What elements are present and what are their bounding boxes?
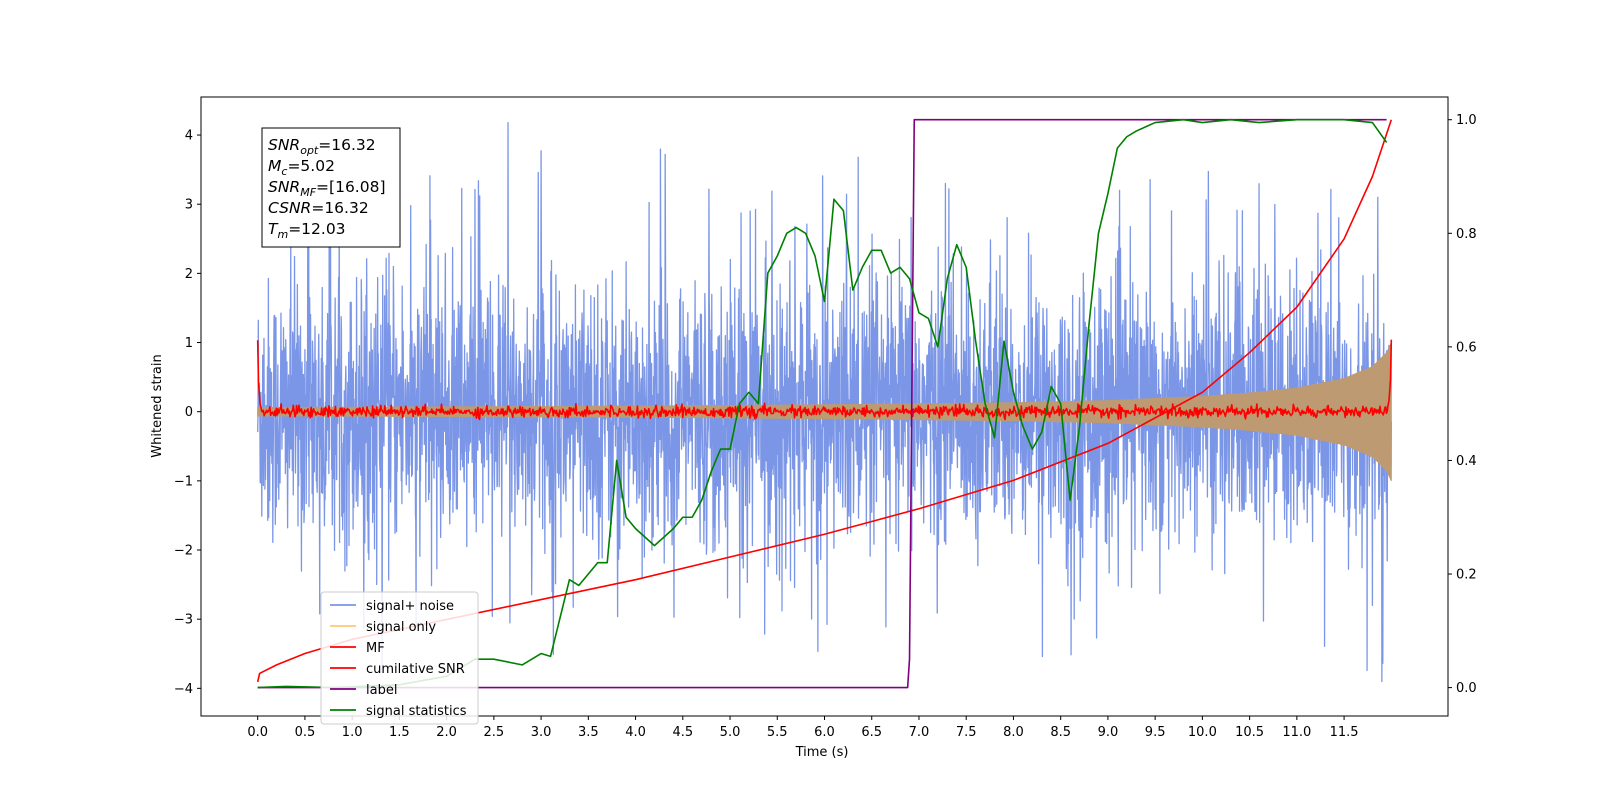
- x-tick-label: 3.0: [531, 725, 552, 740]
- y-right-tick-label: 0.4: [1456, 454, 1477, 469]
- legend-label: MF: [366, 641, 385, 656]
- y-tick-label: −1: [174, 474, 193, 489]
- y-tick-label: −3: [174, 613, 193, 628]
- y-tick-label: 3: [185, 198, 193, 213]
- x-axis-label: Time (s): [795, 745, 849, 760]
- legend-frame: [320, 591, 479, 725]
- y-right-tick-label: 0.0: [1456, 681, 1477, 696]
- legend-label: signal+ noise: [366, 599, 454, 614]
- y-axis-label: Whitened strain: [150, 354, 165, 457]
- x-tick-label: 11.0: [1282, 725, 1311, 740]
- x-tick-label: 9.0: [1098, 725, 1119, 740]
- x-tick-label: 11.5: [1330, 725, 1359, 740]
- x-tick-label: 9.5: [1145, 725, 1166, 740]
- y-tick-label: −4: [174, 682, 193, 697]
- annotation-box: SNRopt=16.32Mc=5.02SNRMF=[16.08]CSNR=16.…: [261, 127, 401, 248]
- y-tick-label: −2: [174, 544, 193, 559]
- x-axis: 0.0 0.5 1.0 1.5 2.0 2.5 3.0 3.5 4.0 4.5 5.0 5.5 6.0 6…: [247, 716, 1359, 740]
- x-tick-label: 7.5: [956, 725, 977, 740]
- x-tick-label: 3.5: [578, 725, 599, 740]
- y-right-tick-label: 1.0: [1456, 113, 1477, 128]
- x-tick-label: 7.0: [909, 725, 930, 740]
- x-tick-label: 10.5: [1235, 725, 1264, 740]
- annotation-line: Tm=12.03: [268, 220, 346, 241]
- x-tick-label: 10.0: [1188, 725, 1217, 740]
- x-tick-label: 6.5: [861, 725, 882, 740]
- y-right-tick-label: 0.8: [1456, 227, 1477, 242]
- annotation-line: SNRMF=[16.08]: [268, 178, 386, 199]
- series-layer: [256, 118, 1393, 689]
- annotation-frame: [261, 127, 401, 248]
- y-tick-label: 4: [185, 129, 193, 144]
- x-tick-label: 1.0: [342, 725, 363, 740]
- x-tick-label: 2.0: [436, 725, 457, 740]
- x-tick-label: 8.5: [1050, 725, 1071, 740]
- y-right-tick-label: 0.2: [1456, 568, 1477, 583]
- annotation-line: CSNR=16.32: [268, 199, 369, 217]
- annotation-line: Mc=5.02: [268, 157, 335, 178]
- legend-label: label: [366, 683, 397, 698]
- x-tick-label: 5.0: [720, 725, 741, 740]
- y-right-tick-label: 0.6: [1456, 340, 1477, 355]
- x-tick-label: 4.0: [625, 725, 646, 740]
- legend-label: signal only: [366, 620, 436, 635]
- legend: signal+ noise signal only MF cumilative SNR…: [320, 591, 479, 725]
- legend-label: signal statistics: [366, 704, 467, 719]
- x-tick-label: 5.5: [767, 725, 788, 740]
- x-tick-label: 1.5: [389, 725, 410, 740]
- series-label-line: [257, 118, 1387, 689]
- y-tick-label: 1: [185, 336, 193, 351]
- y-axis-right: 0.0 0.2 0.4 0.6 0.8 1.0: [1448, 113, 1477, 696]
- x-tick-label: 0.0: [247, 725, 268, 740]
- y-tick-label: 0: [185, 405, 193, 420]
- x-tick-label: 6.0: [814, 725, 835, 740]
- annotation-line: SNRopt=16.32: [268, 136, 376, 157]
- series-mf-line: [256, 339, 1393, 421]
- x-tick-label: 8.0: [1003, 725, 1024, 740]
- x-tick-label: 2.5: [484, 725, 505, 740]
- series-cumulative-snr-line: [256, 119, 1393, 683]
- y-tick-label: 2: [185, 267, 193, 282]
- series-signal-statistics-line: [257, 118, 1388, 689]
- legend-label: cumilative SNR: [366, 662, 465, 677]
- x-tick-label: 0.5: [295, 725, 316, 740]
- y-axis-left: −4 −3 −2 −1 0 1 2 3 4: [174, 129, 201, 697]
- x-tick-label: 4.5: [672, 725, 693, 740]
